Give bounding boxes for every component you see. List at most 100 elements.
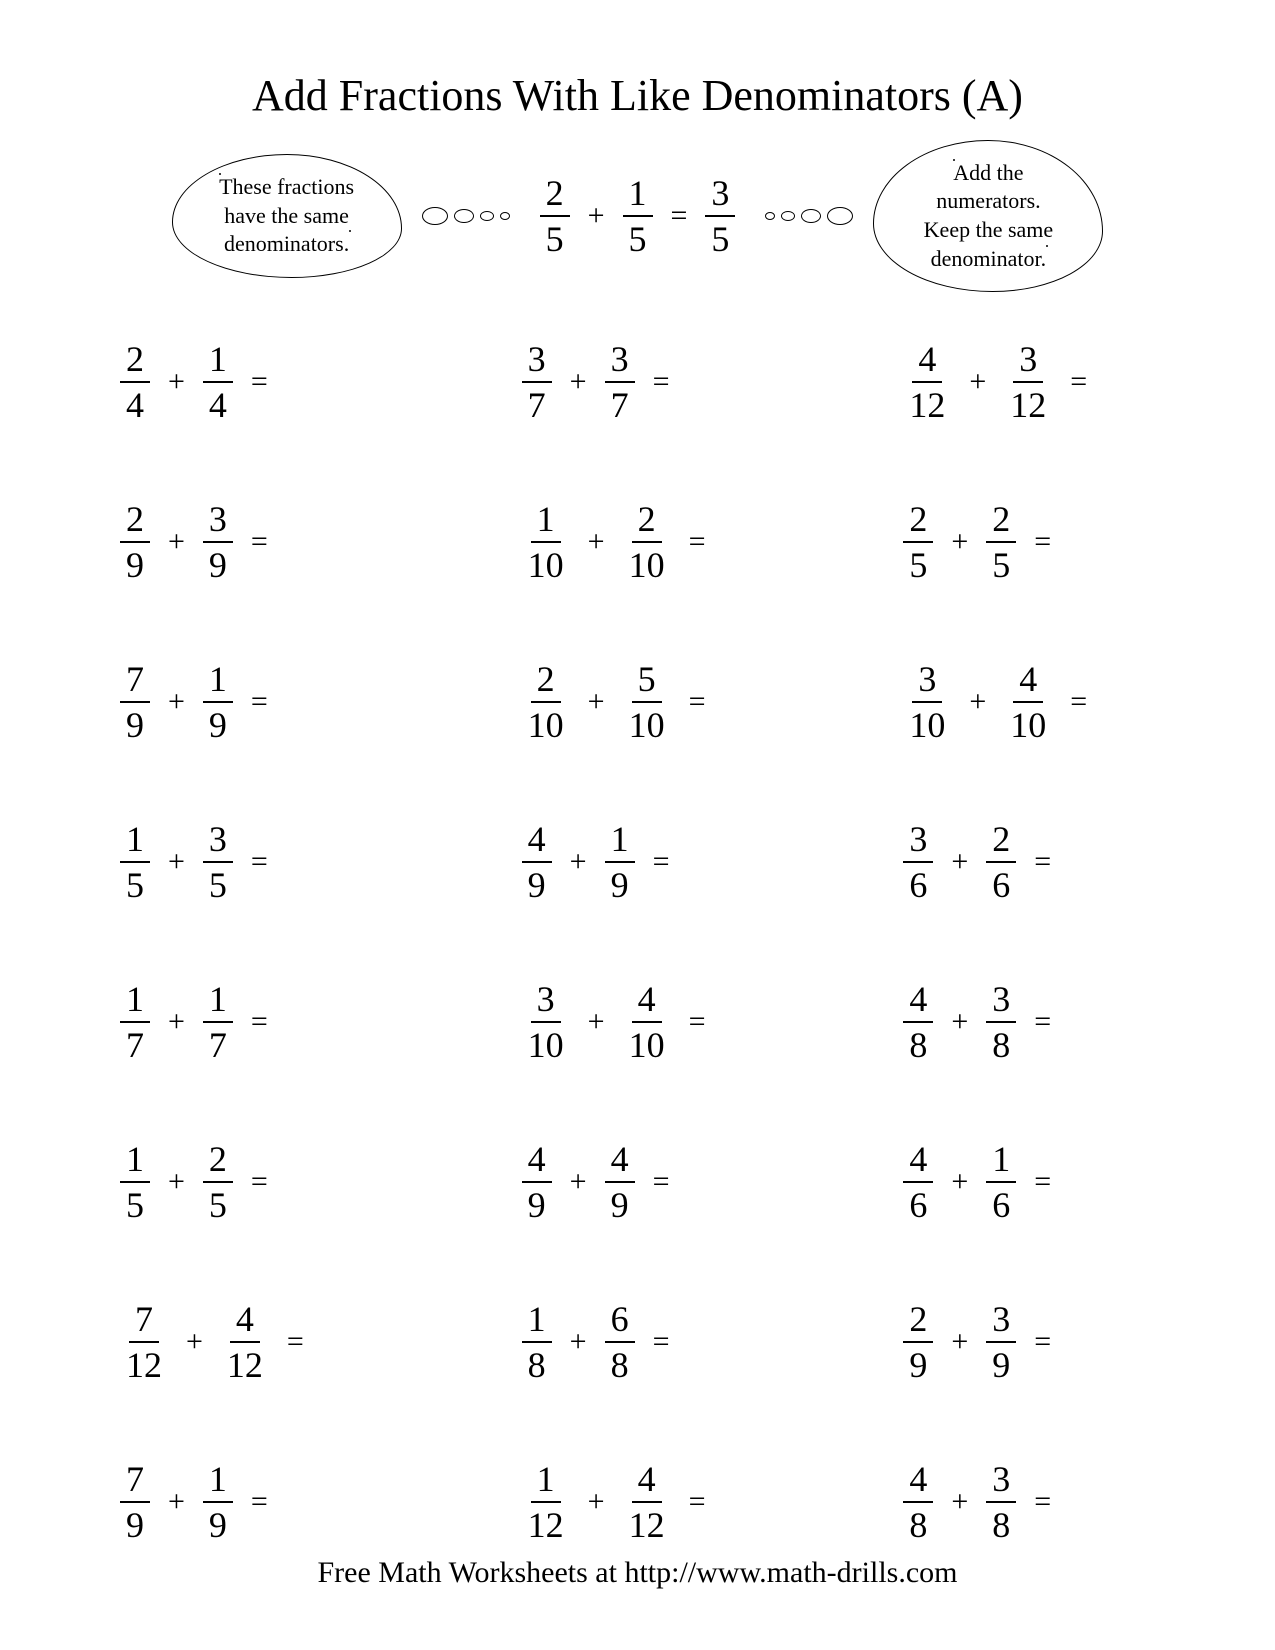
problem: 110+210= [472,501,804,583]
plus-operator: + [967,685,988,719]
problem: 37+37= [472,341,804,423]
fraction-b: 38 [986,981,1016,1063]
denominator: 5 [623,217,653,257]
fraction-b: 17 [203,981,233,1063]
denominator: 10 [1004,703,1052,743]
fraction-b: 410 [1004,661,1052,743]
equals-operator: = [1068,685,1089,719]
problem: 48+38= [843,981,1175,1063]
denominator: 10 [522,703,570,743]
numerator: 3 [986,981,1016,1023]
denominator: 5 [705,217,735,257]
denominator: 4 [120,383,150,423]
denominator: 12 [1004,383,1052,423]
fraction-a: 412 [903,341,951,423]
numerator: 1 [120,981,150,1023]
problem: 15+25= [100,1141,432,1223]
fraction-b: 312 [1004,341,1052,423]
fraction-a: 712 [120,1301,168,1383]
page-title: Add Fractions With Like Denominators (A) [90,70,1185,121]
fraction-b: 16 [986,1141,1016,1223]
bubble-icon [781,211,795,221]
plus-operator: + [166,685,187,719]
example-fraction-result: 3 5 [705,175,735,257]
equals-operator: = [1032,1005,1053,1039]
fraction-b: 210 [623,501,671,583]
denominator: 8 [986,1023,1016,1063]
problems-grid: 24+14=37+37=412+312=29+39=110+210=25+25=… [90,341,1185,1543]
numerator: 2 [120,501,150,543]
denominator: 9 [605,863,635,903]
numerator: 2 [540,175,570,217]
equals-operator: = [651,1165,672,1199]
denominator: 9 [203,703,233,743]
numerator: 4 [522,1141,552,1183]
equals-operator: = [1068,365,1089,399]
numerator: 1 [203,981,233,1023]
denominator: 8 [605,1343,635,1383]
numerator: 2 [903,1301,933,1343]
plus-operator: + [586,199,607,233]
thought-bubbles-left [422,207,510,225]
bubble-icon [827,207,853,225]
equals-operator: = [249,525,270,559]
denominator: 9 [522,1183,552,1223]
problem: 24+14= [100,341,432,423]
denominator: 6 [986,1183,1016,1223]
numerator: 4 [903,981,933,1023]
equals-operator: = [1032,525,1053,559]
equals-operator: = [1032,1325,1053,1359]
numerator: 4 [903,1461,933,1503]
denominator: 7 [120,1023,150,1063]
denominator: 6 [903,863,933,903]
plus-operator: + [166,1005,187,1039]
plus-operator: + [586,685,607,719]
problem: 48+38= [843,1461,1175,1543]
denominator: 10 [623,1023,671,1063]
numerator: 4 [605,1141,635,1183]
equals-operator: = [249,1165,270,1199]
plus-operator: + [568,365,589,399]
plus-operator: + [949,1165,970,1199]
problem: 310+410= [843,661,1175,743]
fraction-b: 19 [203,661,233,743]
fraction-a: 37 [522,341,552,423]
denominator: 8 [986,1503,1016,1543]
numerator: 3 [1013,341,1043,383]
fraction-a: 48 [903,981,933,1063]
problem: 17+17= [100,981,432,1063]
problem: 49+49= [472,1141,804,1223]
equals-operator: = [687,685,708,719]
equals-operator: = [651,845,672,879]
numerator: 1 [531,501,561,543]
denominator: 10 [903,703,951,743]
problem: 210+510= [472,661,804,743]
equals-operator: = [249,845,270,879]
denominator: 9 [203,543,233,583]
denominator: 5 [120,1183,150,1223]
fraction-a: 46 [903,1141,933,1223]
numerator: 3 [986,1461,1016,1503]
fraction-b: 19 [605,821,635,903]
plus-operator: + [949,525,970,559]
denominator: 5 [540,217,570,257]
numerator: 7 [120,1461,150,1503]
fraction-b: 510 [623,661,671,743]
fraction-a: 310 [522,981,570,1063]
denominator: 10 [623,703,671,743]
numerator: 3 [986,1301,1016,1343]
equals-operator: = [249,365,270,399]
problem: 25+25= [843,501,1175,583]
plus-operator: + [568,845,589,879]
problem: 29+39= [843,1301,1175,1383]
denominator: 5 [203,863,233,903]
fraction-a: 25 [903,501,933,583]
fraction-b: 39 [203,501,233,583]
problem: 18+68= [472,1301,804,1383]
plus-operator: + [184,1325,205,1359]
plus-operator: + [949,1485,970,1519]
numerator: 1 [522,1301,552,1343]
bubble-icon [422,207,448,225]
denominator: 9 [203,1503,233,1543]
footer-text: Free Math Worksheets at http://www.math-… [0,1556,1275,1590]
